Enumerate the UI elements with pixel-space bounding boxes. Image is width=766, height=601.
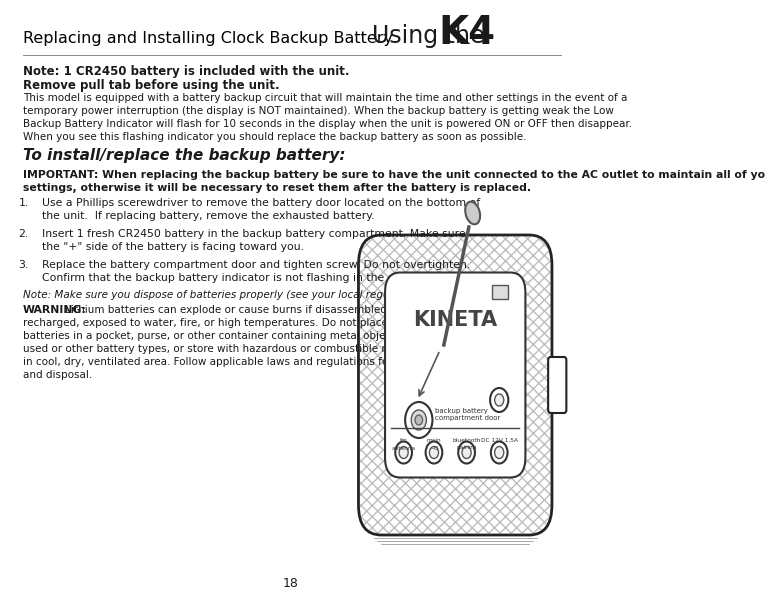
Circle shape	[491, 442, 508, 463]
Text: Replacing and Installing Clock Backup Battery: Replacing and Installing Clock Backup Ba…	[23, 31, 393, 46]
Text: Using the: Using the	[372, 24, 492, 48]
Text: K4: K4	[438, 14, 496, 52]
Bar	[492, 284, 509, 299]
Text: settings, otherwise it will be necessary to reset them after the battery is repl: settings, otherwise it will be necessary…	[23, 183, 531, 193]
Text: Insert 1 fresh CR2450 battery in the backup battery compartment. Make sure: Insert 1 fresh CR2450 battery in the bac…	[41, 229, 466, 239]
Text: When you see this flashing indicator you should replace the backup battery as so: When you see this flashing indicator you…	[23, 132, 526, 142]
Text: recharged, exposed to water, fire, or high temperatures. Do not place loose: recharged, exposed to water, fire, or hi…	[23, 318, 418, 328]
Text: the "+" side of the battery is facing toward you.: the "+" side of the battery is facing to…	[41, 242, 304, 252]
Circle shape	[426, 442, 442, 463]
Text: IMPORTANT: When replacing the backup battery be sure to have the unit connected : IMPORTANT: When replacing the backup bat…	[23, 170, 766, 180]
Text: main: main	[427, 439, 441, 444]
Text: pairing: pairing	[457, 445, 476, 451]
Text: WARNING:: WARNING:	[23, 305, 87, 315]
Text: ~O: ~O	[429, 445, 439, 451]
Circle shape	[399, 447, 408, 459]
Text: used or other battery types, or store with hazardous or combustible materials. S: used or other battery types, or store wi…	[23, 344, 465, 354]
FancyBboxPatch shape	[385, 272, 525, 478]
Text: compartment door: compartment door	[436, 415, 501, 421]
Circle shape	[495, 447, 504, 459]
Text: 3.: 3.	[18, 260, 29, 270]
Text: Note: 1 CR2450 battery is included with the unit.: Note: 1 CR2450 battery is included with …	[23, 65, 349, 78]
Text: 2.: 2.	[18, 229, 29, 239]
Text: fm: fm	[400, 439, 408, 444]
FancyBboxPatch shape	[358, 235, 552, 535]
Text: This model is equipped with a battery backup circuit that will maintain the time: This model is equipped with a battery ba…	[23, 93, 627, 103]
Text: Confirm that the backup battery indicator is not flashing in the display.: Confirm that the backup battery indicato…	[41, 273, 428, 283]
Text: DC 12V 1.5A: DC 12V 1.5A	[481, 439, 518, 444]
Text: backup battery: backup battery	[436, 408, 489, 414]
Text: To install/replace the backup battery:: To install/replace the backup battery:	[23, 148, 345, 163]
Circle shape	[458, 442, 475, 463]
Text: 1.: 1.	[18, 198, 29, 208]
Text: 18: 18	[283, 577, 299, 590]
Text: Lithium batteries can explode or cause burns if disassembled, shorted,: Lithium batteries can explode or cause b…	[62, 305, 437, 315]
Text: KINETA: KINETA	[414, 311, 498, 331]
Circle shape	[462, 447, 471, 459]
Text: bluetooth: bluetooth	[453, 439, 481, 444]
Circle shape	[411, 410, 427, 430]
Circle shape	[395, 442, 412, 463]
FancyBboxPatch shape	[548, 357, 566, 413]
Text: temporary power interruption (the display is NOT maintained). When the backup ba: temporary power interruption (the displa…	[23, 106, 614, 116]
Circle shape	[495, 394, 504, 406]
Text: and disposal.: and disposal.	[23, 370, 92, 380]
Ellipse shape	[465, 202, 480, 224]
Text: Replace the battery compartment door and tighten screw. Do not overtighten.: Replace the battery compartment door and…	[41, 260, 470, 270]
Text: Note: Make sure you dispose of batteries properly (see your local regulations): Note: Make sure you dispose of batteries…	[23, 290, 428, 300]
Text: the unit.  If replacing battery, remove the exhausted battery.: the unit. If replacing battery, remove t…	[41, 211, 375, 221]
Text: Use a Phillips scerewdriver to remove the battery door located on the bottom of: Use a Phillips scerewdriver to remove th…	[41, 198, 480, 208]
Circle shape	[405, 402, 433, 438]
Text: Backup Battery Indicator will flash for 10 seconds in the display when the unit : Backup Battery Indicator will flash for …	[23, 119, 632, 129]
Circle shape	[430, 447, 438, 459]
Text: Remove pull tab before using the unit.: Remove pull tab before using the unit.	[23, 79, 280, 92]
Text: batteries in a pocket, purse, or other container containing metal objects, mix w: batteries in a pocket, purse, or other c…	[23, 331, 452, 341]
Circle shape	[490, 388, 509, 412]
Circle shape	[415, 415, 423, 425]
Text: antenna: antenna	[391, 445, 416, 451]
Text: in cool, dry, ventilated area. Follow applicable laws and regulations for transp: in cool, dry, ventilated area. Follow ap…	[23, 357, 444, 367]
